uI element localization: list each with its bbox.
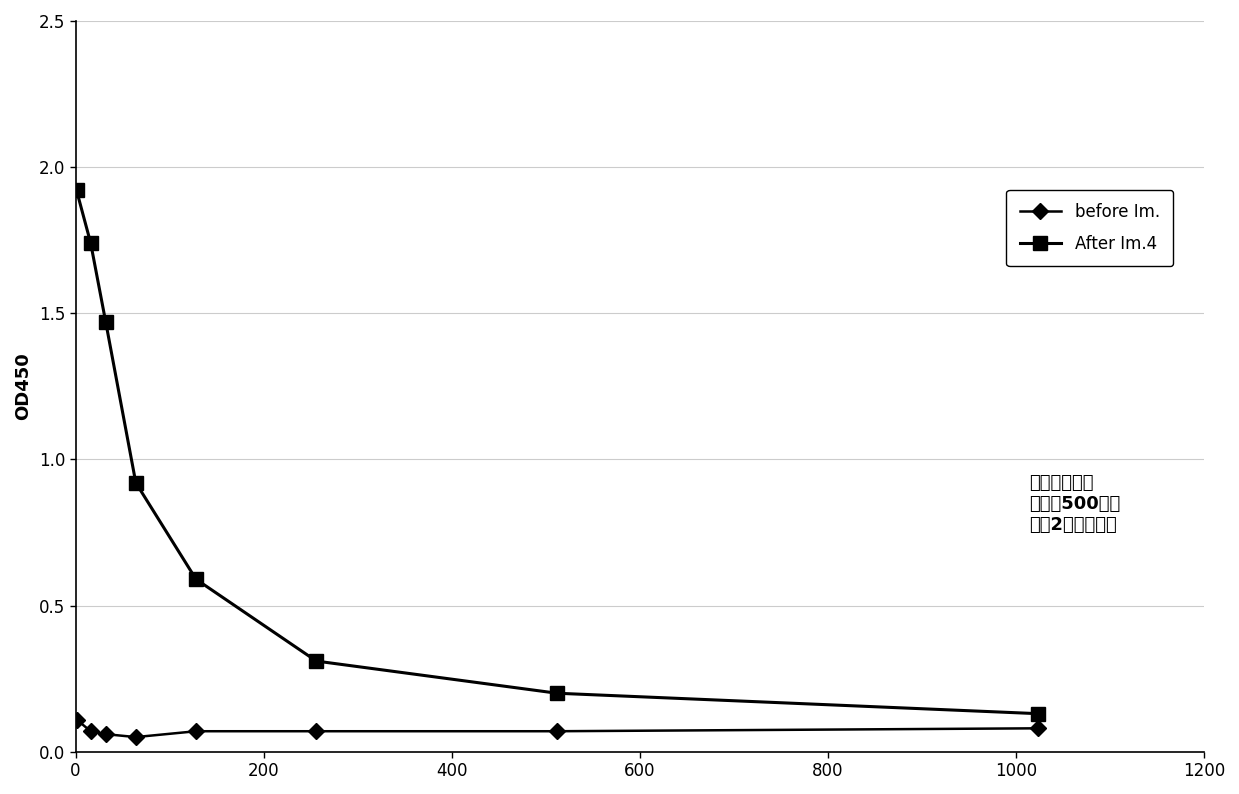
Legend: before Im., After Im.4: before Im., After Im.4: [1006, 190, 1173, 266]
Text: 重链抗体检测
先稀释500倍，
然后2倍系列稀释: 重链抗体检测 先稀释500倍， 然后2倍系列稀释: [1030, 474, 1120, 534]
After Im.4: [129, 478, 144, 488]
before Im.: [98, 730, 113, 739]
After Im.4: [188, 575, 203, 584]
before Im.: [69, 715, 84, 724]
before Im.: [1031, 723, 1046, 733]
After Im.4: [69, 186, 84, 195]
After Im.4: [309, 657, 323, 666]
before Im.: [550, 727, 565, 736]
before Im.: [309, 727, 323, 736]
After Im.4: [550, 688, 565, 698]
After Im.4: [83, 238, 98, 248]
before Im.: [83, 727, 98, 736]
before Im.: [188, 727, 203, 736]
Line: before Im.: before Im.: [71, 714, 1044, 742]
before Im.: [129, 732, 144, 742]
Line: After Im.4: After Im.4: [69, 183, 1046, 721]
After Im.4: [98, 318, 113, 327]
After Im.4: [1031, 709, 1046, 719]
Y-axis label: OD450: OD450: [14, 353, 32, 420]
